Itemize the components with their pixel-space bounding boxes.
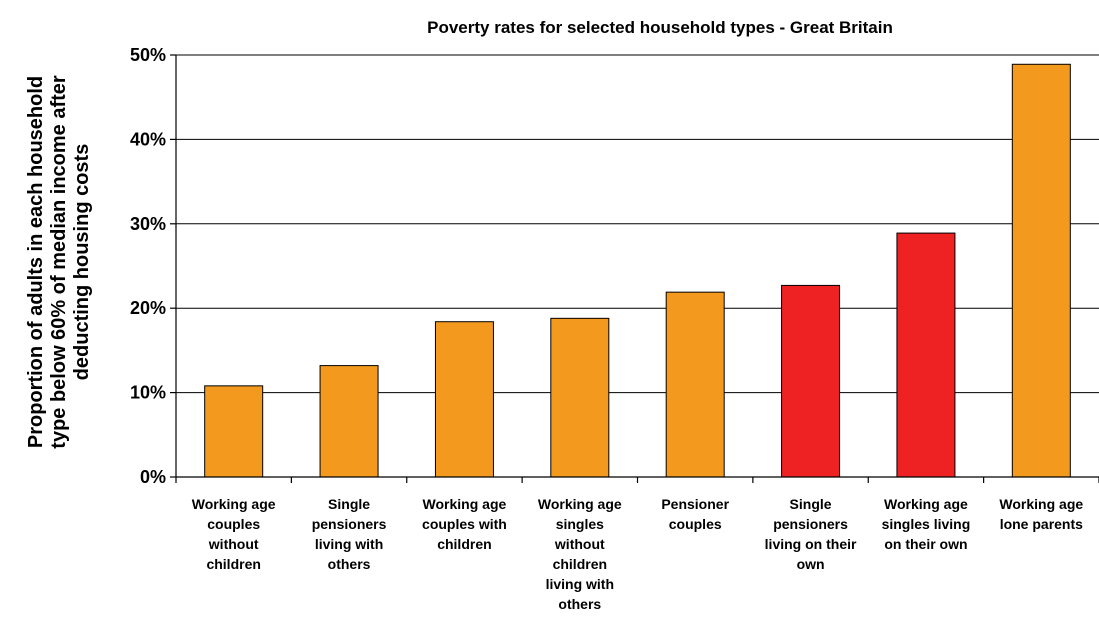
x-category-label-line: own — [797, 556, 825, 572]
x-category-label-line: living with — [315, 536, 383, 552]
bar — [781, 284, 841, 478]
axes — [175, 55, 1099, 483]
x-category-label: Working age singles without children living … — [538, 496, 622, 612]
x-category-label-line: Working age — [999, 496, 1083, 512]
chart-title: Poverty rates for selected household typ… — [427, 18, 893, 37]
x-category-label-line: on their own — [884, 536, 967, 552]
x-category-label-line: children — [553, 556, 607, 572]
y-axis-label-line: Proportion of adults in each household — [25, 76, 47, 448]
x-category-label-line: pensioners — [312, 516, 387, 532]
bar — [550, 317, 610, 478]
y-axis-label: Proportion of adults in each household ty… — [25, 75, 93, 449]
y-tick-label: 30% — [130, 214, 166, 234]
y-axis-label-line: type below 60% of median income after — [48, 75, 70, 449]
y-tick-label: 10% — [130, 383, 166, 403]
x-category-label-line: living with — [546, 576, 614, 592]
x-category-label: Single pensioners living on their own — [765, 496, 857, 572]
y-tick-label: 40% — [130, 129, 166, 149]
y-axis-label-line: deducting housing costs — [71, 144, 93, 381]
x-category-label-line: without — [554, 536, 605, 552]
y-tick-label: 20% — [130, 298, 166, 318]
bar — [1011, 63, 1071, 478]
x-category-label-line: couples with — [422, 516, 507, 532]
x-category-label-line: others — [558, 596, 601, 612]
bar — [434, 321, 494, 478]
x-category-label-line: others — [328, 556, 371, 572]
x-category-label-line: Working age — [192, 496, 276, 512]
y-tick-label: 50% — [130, 45, 166, 65]
x-category-label-line: Pensioner — [661, 496, 729, 512]
x-category-label-line: Single — [790, 496, 832, 512]
x-category-label-line: couples — [669, 516, 722, 532]
bars — [204, 63, 1071, 478]
x-category-label-line: singles living — [882, 516, 971, 532]
bar — [896, 232, 956, 478]
x-category-label: Working age couples with children — [422, 496, 507, 552]
x-category-label-line: singles — [556, 516, 604, 532]
x-category-label-line: pensioners — [773, 516, 848, 532]
x-category-label-line: Working age — [538, 496, 622, 512]
x-axis-categories: Working age couples without children Single p… — [192, 496, 1084, 612]
x-category-label-line: Working age — [423, 496, 507, 512]
x-category-label: Pensioner couples — [661, 496, 729, 532]
x-category-label: Single pensioners living with others — [312, 496, 387, 572]
x-category-label-line: lone parents — [1000, 516, 1083, 532]
bar — [204, 385, 264, 478]
x-category-label-line: children — [437, 536, 491, 552]
x-category-label: Working age lone parents — [999, 496, 1083, 532]
x-category-label: Working age couples without children — [192, 496, 276, 572]
gridlines — [176, 54, 1099, 394]
x-category-label-line: living on their — [765, 536, 857, 552]
x-category-label-line: Single — [328, 496, 370, 512]
bar — [665, 291, 725, 478]
x-category-label-line: Working age — [884, 496, 968, 512]
x-category-label-line: without — [208, 536, 259, 552]
x-category-label: Working age singles living on their own — [882, 496, 971, 552]
bar — [319, 365, 379, 478]
y-axis-ticks: 0% 10% 20% 30% 40% 50% — [130, 45, 176, 487]
x-category-label-line: couples — [207, 516, 260, 532]
x-category-label-line: children — [206, 556, 260, 572]
y-tick-label: 0% — [140, 467, 166, 487]
